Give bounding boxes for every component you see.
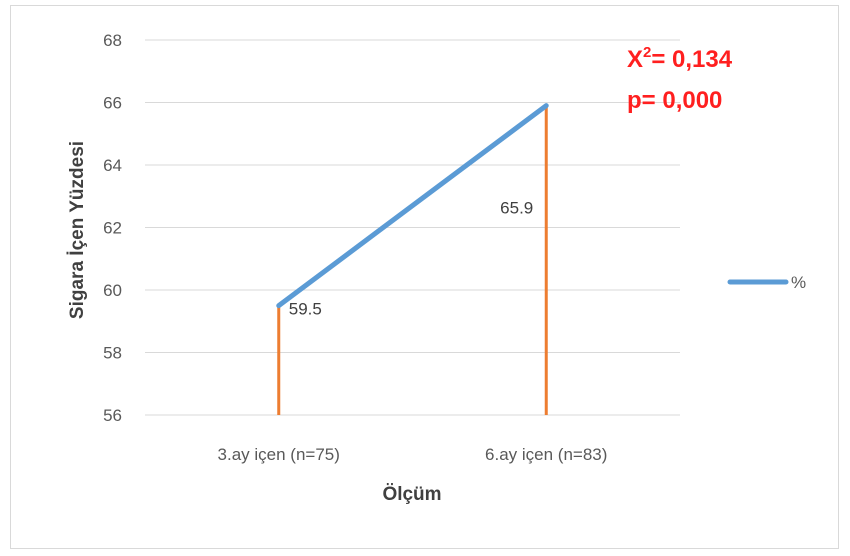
legend: % [727, 273, 806, 292]
chart-frame [10, 5, 839, 549]
series-line [276, 103, 549, 309]
y-tick-label: 68 [103, 31, 122, 50]
series-lines [276, 103, 549, 309]
drop-lines [277, 105, 548, 415]
x-axis-ticks: 3.ay içen (n=75) 6.ay içen (n=83) [218, 445, 608, 464]
stat-annotation: X2= 0,134 p= 0,000 [627, 44, 733, 114]
y-axis-ticks: 56 58 60 62 64 66 68 [103, 31, 122, 425]
gridlines [145, 39, 680, 416]
p-value-text: p= 0,000 [627, 87, 722, 114]
x-tick-label: 6.ay içen (n=83) [485, 445, 607, 464]
y-tick-label: 58 [103, 344, 122, 363]
y-tick-label: 66 [103, 94, 122, 113]
y-tick-label: 60 [103, 281, 122, 300]
chi-square-text: X2= 0,134 [627, 44, 733, 73]
x-axis-title: Ölçüm [382, 484, 441, 505]
data-label: 59.5 [289, 300, 322, 319]
data-label: 65.9 [500, 199, 533, 218]
y-tick-label: 56 [103, 406, 122, 425]
data-labels: 59.5 65.9 [289, 199, 534, 319]
legend-label: % [791, 273, 806, 292]
y-axis-title: Sigara İçen Yüzdesi [67, 141, 88, 319]
y-tick-label: 64 [103, 156, 122, 175]
y-tick-label: 62 [103, 219, 122, 238]
x-tick-label: 3.ay içen (n=75) [218, 445, 340, 464]
